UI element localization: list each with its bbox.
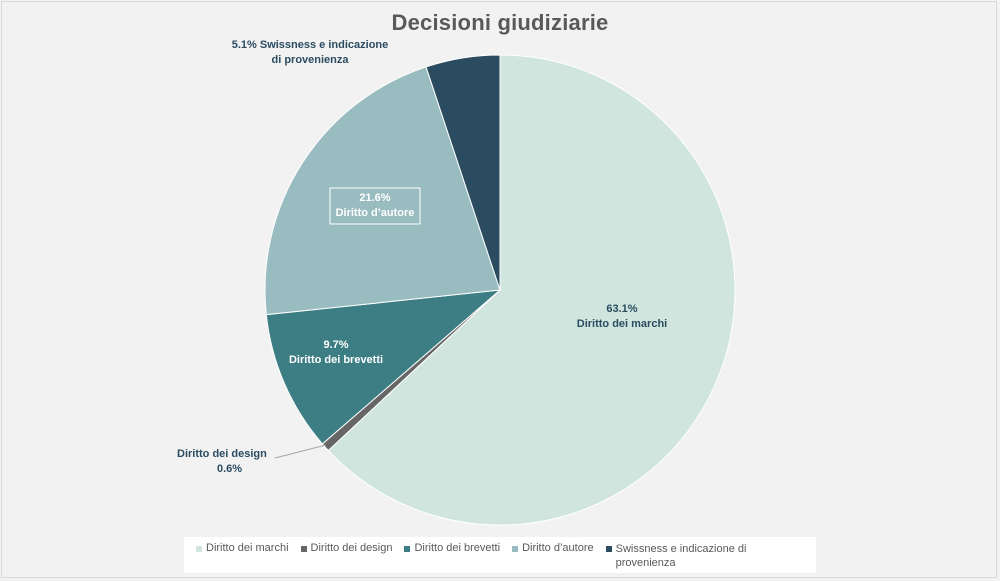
data-label-autore-category: Diritto d’autore (336, 207, 415, 219)
legend-swatch (404, 546, 410, 552)
legend: Diritto dei marchi Diritto dei design Di… (184, 537, 816, 573)
data-label-swissness-line-1: 5.1% Swissness e indicazione (232, 39, 389, 51)
legend-label: Diritto dei design (311, 542, 393, 554)
legend-label: Diritto d’autore (522, 542, 594, 554)
legend-item-autore: Diritto d’autore (512, 542, 594, 554)
data-label-marchi-value: 63.1% (606, 303, 637, 315)
design-leader-line (275, 445, 326, 458)
data-label-swissness-line-2: di provenienza (271, 54, 349, 66)
legend-swatch (301, 546, 307, 552)
legend-item-brevetti: Diritto dei brevetti (404, 542, 500, 554)
data-label-autore-value: 21.6% (359, 192, 390, 204)
legend-item-marchi: Diritto dei marchi (196, 542, 289, 554)
legend-swatch (606, 546, 612, 552)
data-label-marchi-category: Diritto dei marchi (577, 318, 667, 330)
data-label-design-category: Diritto dei design (177, 448, 267, 460)
legend-swatch (512, 546, 518, 552)
legend-item-design: Diritto dei design (301, 542, 393, 554)
legend-label: Swissness e indicazione di provenienza (616, 542, 754, 570)
legend-item-swissness: Swissness e indicazione di provenienza (606, 542, 754, 570)
data-label-brevetti-value: 9.7% (323, 339, 348, 351)
data-label-brevetti-category: Diritto dei brevetti (289, 354, 383, 366)
legend-label: Diritto dei brevetti (414, 542, 500, 554)
legend-label: Diritto dei marchi (206, 542, 289, 554)
legend-swatch (196, 546, 202, 552)
data-label-design-value: 0.6% (217, 463, 242, 475)
